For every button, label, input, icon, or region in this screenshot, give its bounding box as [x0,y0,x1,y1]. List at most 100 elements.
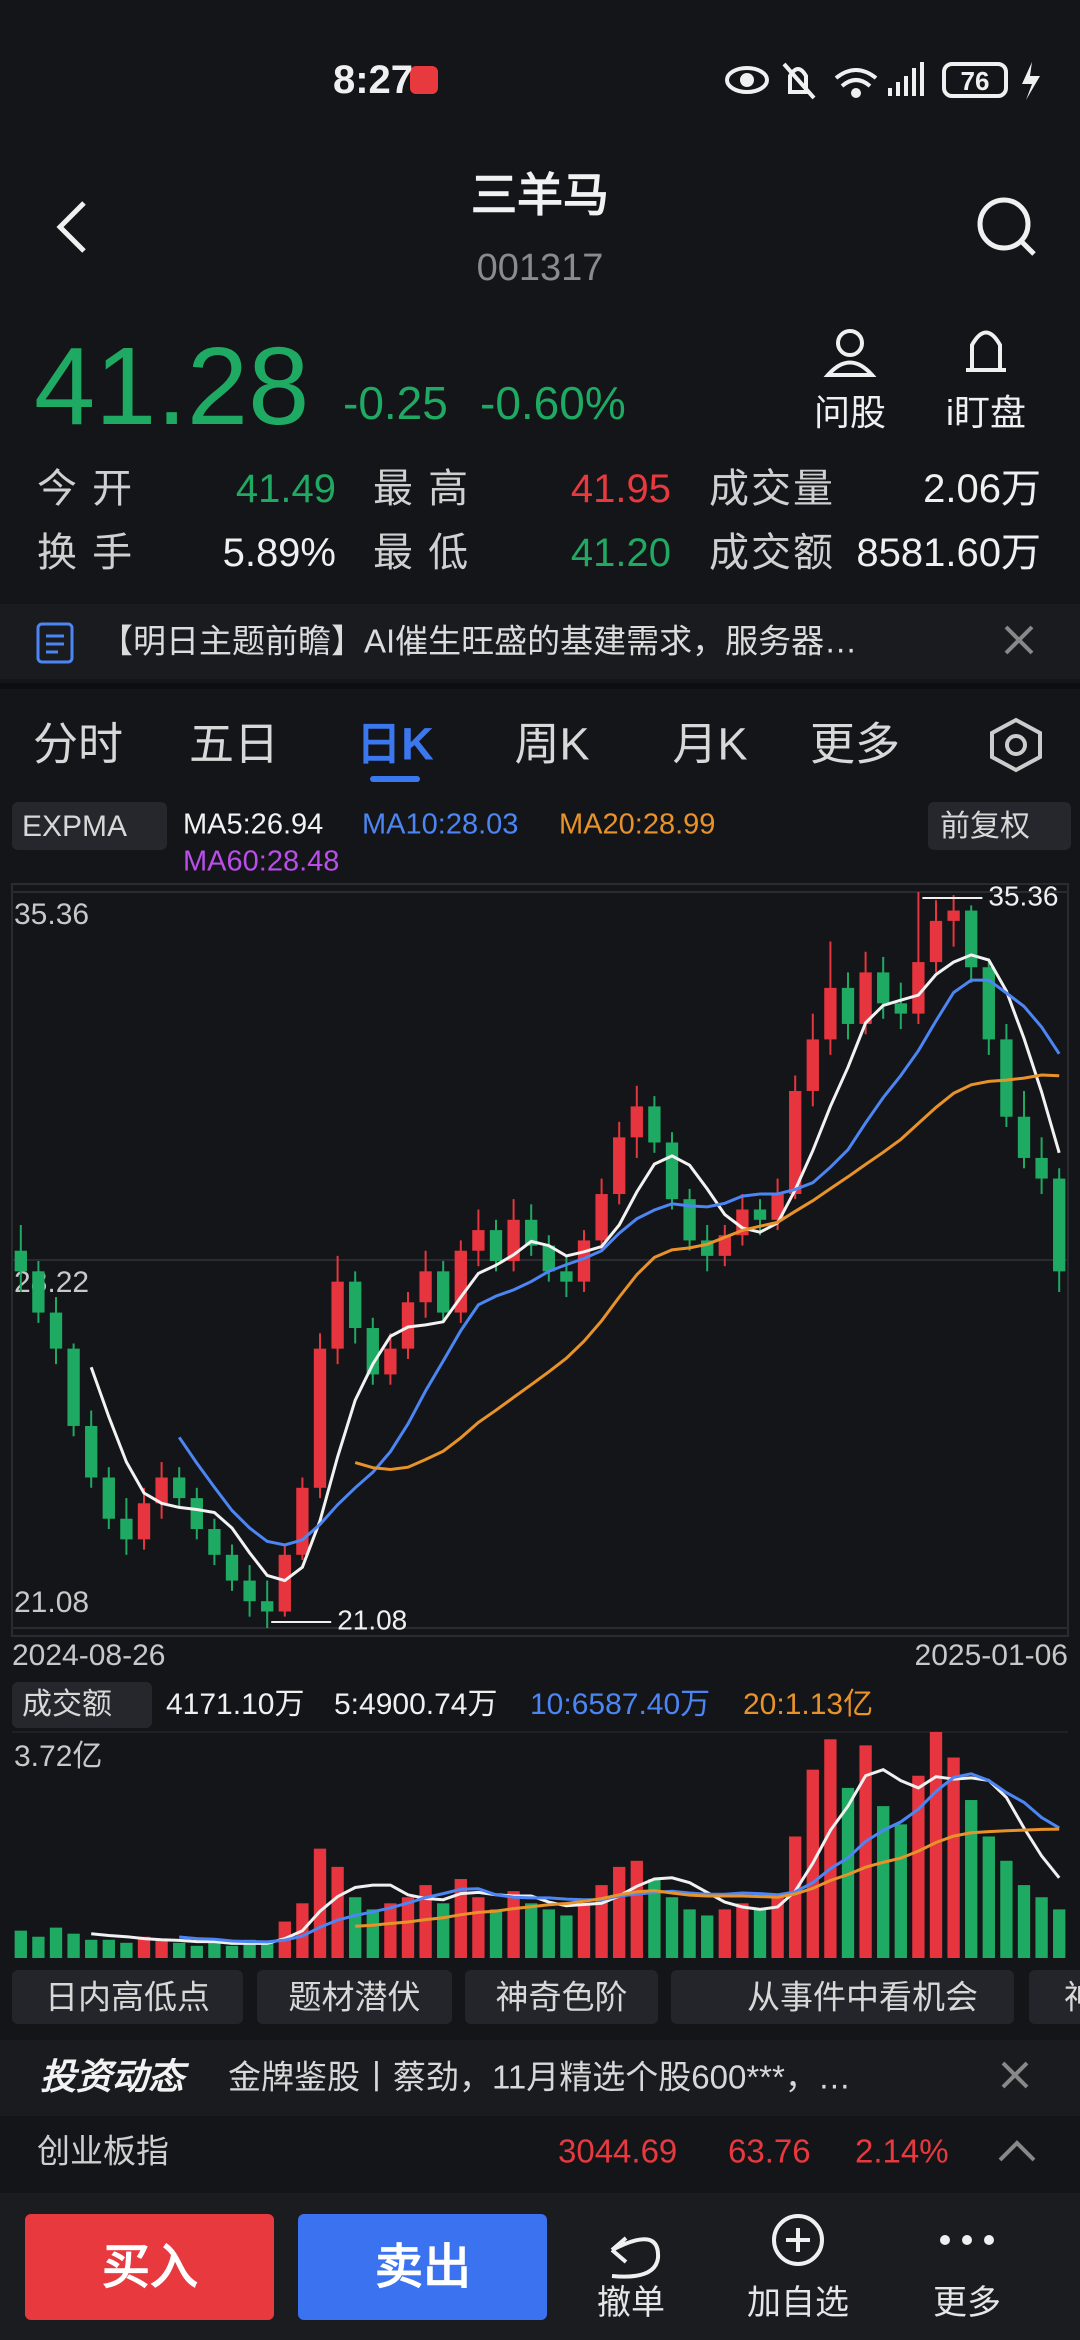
volume-select[interactable] [12,1682,152,1728]
candle-body [912,962,925,1014]
x-end-label: 2025-01-06 [914,1639,1068,1672]
period-tab[interactable]: 月K [672,718,748,770]
tag-chip[interactable] [257,1970,452,2024]
buy-label: 买入 [101,2241,199,2294]
news-banner[interactable]: 【明日主题前瞻】AI催生旺盛的基建需求，服务器… [100,622,858,660]
volume-chart: 3.72亿 [12,1731,1068,1958]
candle-body [613,1137,626,1195]
volume-bar [208,1942,221,1958]
volume-legend: 20:1.13亿 [743,1688,874,1721]
index-name: 创业板指 [37,2132,169,2170]
ma-line [177,978,1061,1547]
candle-body [648,1106,661,1143]
buy-button[interactable] [25,2214,274,2320]
search-button[interactable] [977,197,1036,256]
volume-bar [419,1885,432,1958]
volume-bar [859,1745,872,1958]
stat-value: 8581.60万 [856,531,1041,575]
index-value: 3044.69 [558,2132,678,2170]
tag-chip[interactable] [465,1970,658,2024]
period-tab[interactable]: 周K [514,718,590,770]
action-item[interactable]: 更多 [933,2284,1001,2322]
volume-bar [701,1915,714,1958]
volume-bar [577,1903,591,1958]
volume-bar [789,1836,802,1958]
candle-body [982,967,995,1040]
indicator-select[interactable] [12,802,167,850]
volume-bar [85,1939,98,1958]
candle-body [489,1230,503,1262]
settings-button[interactable] [990,717,1042,773]
candle-body [243,1580,256,1602]
news-close[interactable] [1001,2061,1029,2089]
tag-chip[interactable] [1029,1970,1080,2024]
candle-body [14,1250,27,1272]
last-price: 41.28 [34,325,310,448]
period-tab[interactable]: 五日 [188,718,280,770]
banner-bg [0,604,1080,679]
volume-ma-line [355,1827,1060,1928]
volume-bar [894,1824,907,1958]
candle-body [208,1529,221,1555]
tag-label: 日内高低点 [45,1978,210,2016]
y-tick-label: 3.72亿 [14,1740,102,1773]
volume-bar [912,1775,925,1958]
candle-body [947,910,960,921]
volume-legend: 5:4900.74万 [334,1688,498,1721]
ma-legend: MA10:28.03 [362,808,519,841]
stat-label: 成交量 [709,467,835,511]
period-tab[interactable]: 日K [356,718,434,770]
candle-body [190,1498,203,1530]
candle-body [454,1250,467,1313]
undo-icon [610,2236,661,2279]
action-item[interactable]: 加自选 [747,2284,849,2322]
indicator-name: EXPMA [22,810,128,843]
battery-level: 76 [960,66,990,96]
candle-body [155,1477,168,1504]
volume-bar [665,1897,679,1958]
candle-body [1000,1039,1013,1117]
adjust-select[interactable] [928,802,1071,850]
volume-bar [32,1936,45,1958]
volume-ma-line [91,1768,1061,1945]
candle-body [718,1235,731,1256]
candle-body [542,1245,555,1272]
period-tab[interactable]: 更多 [809,718,901,770]
tag-label: 神奇色阶 [495,1978,628,2016]
banner-close[interactable] [1004,625,1034,655]
action-item[interactable]: 撤单 [597,2284,665,2322]
tag-label: 题材潜伏 [288,1978,421,2016]
candle-body [929,920,943,963]
candle-body [560,1271,573,1282]
volume-legend: 10:6587.40万 [530,1688,711,1721]
news-brand: 投资动态 [40,2056,185,2097]
banner-icon-lines [46,634,64,654]
candle-body [630,1106,643,1138]
candle-body [1017,1116,1031,1158]
price-change-pct: -0.60% [480,377,626,429]
quote-button[interactable]: i盯盘 [946,392,1026,433]
volume-bar [753,1909,767,1958]
stat-label: 今 开 [37,467,135,511]
index-expand[interactable] [998,2140,1036,2162]
annotation-label: 21.08 [337,1604,407,1635]
sell-button[interactable] [298,2214,547,2320]
candle-body [261,1601,274,1612]
candle-body [278,1554,291,1612]
candle-body [173,1477,186,1499]
volume-bar [718,1909,731,1958]
period-tab[interactable]: 分时 [32,718,124,770]
ma-line [89,953,1061,1583]
candle-body [771,1194,784,1220]
ma-legend: MA20:28.99 [559,808,716,841]
volume-bar [261,1942,274,1958]
candle-body [824,987,837,1040]
price-change: -0.25 [343,377,448,429]
tag-chip[interactable] [12,1970,243,2024]
stock-name: 三羊马 [471,169,609,221]
news-text[interactable]: 金牌鉴股丨蔡劲，11月精选个股600***，… [228,2058,851,2096]
candle-body [366,1328,379,1375]
tag-chip[interactable] [671,1970,1014,2024]
quote-button[interactable]: 问股 [813,392,887,433]
back-button[interactable] [56,201,86,253]
